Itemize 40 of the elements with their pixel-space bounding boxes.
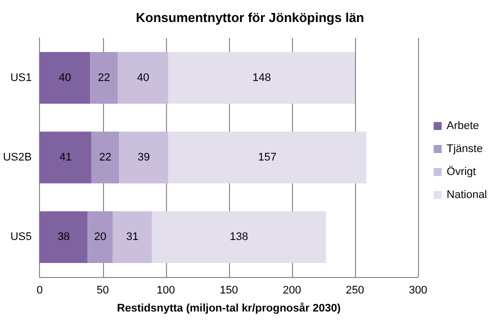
data-label: 22 (98, 72, 110, 84)
legend-label: Övrigt (446, 165, 476, 178)
bar (168, 52, 355, 104)
x-tick-label: 100 (156, 284, 176, 296)
bar (119, 132, 168, 184)
x-tick-label: 0 (36, 284, 43, 296)
x-tick-label: 50 (96, 284, 109, 296)
x-axis-title: Restidsnytta (miljon-tal kr/prognosår 2030) (117, 302, 342, 314)
data-label: 157 (258, 152, 277, 164)
data-label: 22 (99, 152, 112, 164)
bar (40, 211, 88, 264)
data-label: 41 (59, 152, 72, 164)
bar (118, 52, 168, 104)
x-tick-label: 300 (408, 284, 428, 296)
data-label: 38 (58, 231, 70, 244)
legend-label: Arbete (446, 120, 480, 132)
x-tick-label: 250 (346, 284, 364, 296)
data-label: 20 (94, 231, 106, 244)
y-tick-label: US5 (10, 231, 32, 244)
legend-label: Tjänste (446, 143, 483, 155)
chart-title: Konsumentnyttor för Jönköpings län (136, 10, 364, 25)
bar (112, 211, 152, 264)
data-label: 31 (126, 231, 139, 244)
y-tick-label: US1 (10, 72, 32, 84)
bar (91, 132, 120, 184)
data-label: 138 (230, 231, 248, 244)
x-tick-label: 200 (282, 284, 302, 296)
bar (88, 211, 113, 264)
legend-label: National (446, 189, 487, 201)
bar (90, 52, 118, 104)
bar (152, 211, 326, 264)
data-label: 148 (252, 72, 271, 84)
data-label: 40 (137, 72, 150, 84)
bar (168, 132, 366, 184)
data-label: 40 (58, 72, 72, 84)
data-label: 39 (138, 152, 150, 164)
bar (40, 52, 90, 104)
x-tick-label: 150 (220, 284, 238, 296)
bar (40, 132, 92, 184)
y-tick-label: US2B (2, 152, 32, 164)
